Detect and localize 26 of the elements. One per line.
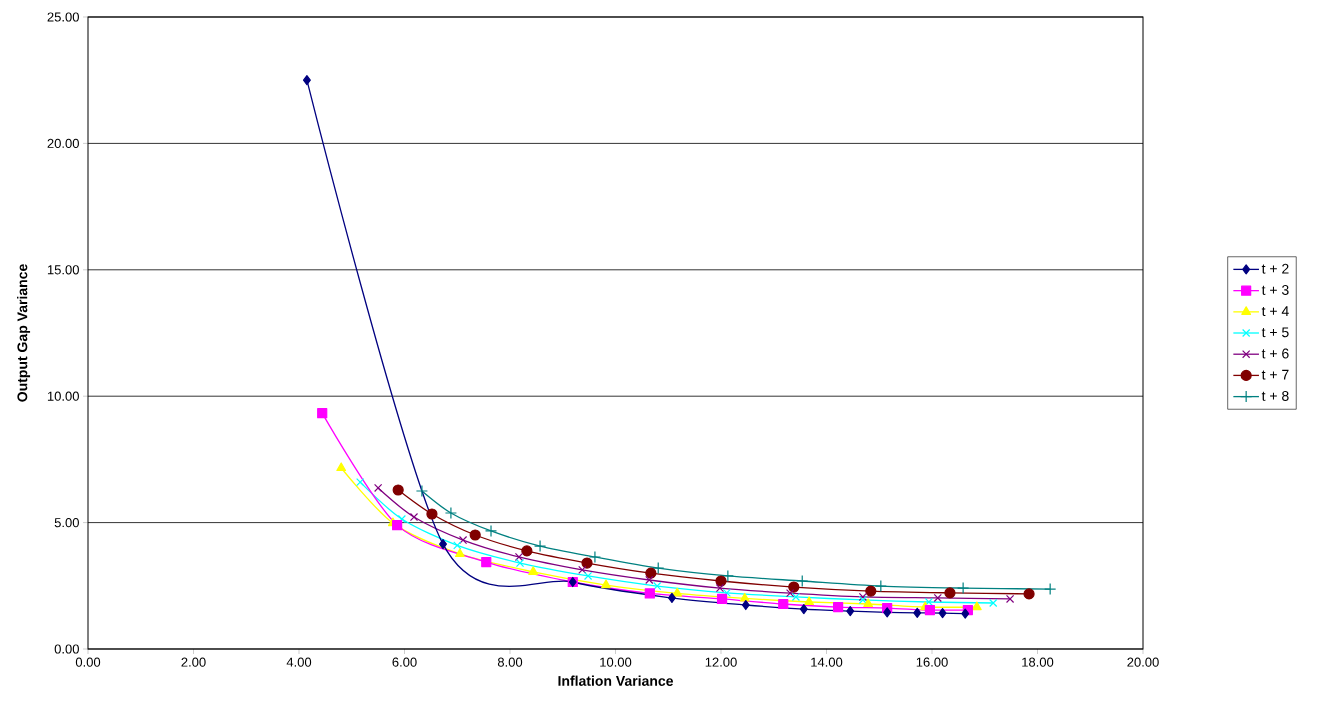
x-tick-label: 14.00 <box>811 657 843 667</box>
legend-label: t + 6 <box>1261 348 1289 359</box>
x-tick-label: 16.00 <box>916 657 948 667</box>
x-tick-label: 8.00 <box>497 657 523 667</box>
legend-label: t + 4 <box>1261 306 1289 317</box>
y-tick-label: 5.00 <box>54 517 79 528</box>
x-tick-label: 2.00 <box>181 657 206 667</box>
y-tick-label: 20.00 <box>47 138 79 148</box>
x-axis-title: Inflation Variance <box>558 675 673 686</box>
x-tick-label: 12.00 <box>705 657 737 667</box>
x-tick-label: 20.00 <box>1127 657 1159 667</box>
y-tick-label: 10.00 <box>47 391 79 401</box>
legend-label: t + 3 <box>1261 285 1289 295</box>
y-axis-title: Output Gap Variance <box>17 264 31 402</box>
legend-label: t + 5 <box>1261 327 1289 338</box>
legend-label: t + 7 <box>1261 369 1289 380</box>
y-tick-label: 0.00 <box>54 644 79 654</box>
y-tick-label: 25.00 <box>47 12 79 22</box>
x-tick-label: 18.00 <box>1022 657 1054 667</box>
x-tick-label: 4.00 <box>286 657 312 667</box>
x-tick-label: 0.00 <box>75 657 101 667</box>
x-tick-label: 6.00 <box>392 657 417 667</box>
y-tick-label: 15.00 <box>47 265 79 275</box>
legend-label: t + 8 <box>1261 390 1289 401</box>
x-tick-label: 10.00 <box>600 657 632 667</box>
legend-label: t + 2 <box>1261 263 1289 274</box>
